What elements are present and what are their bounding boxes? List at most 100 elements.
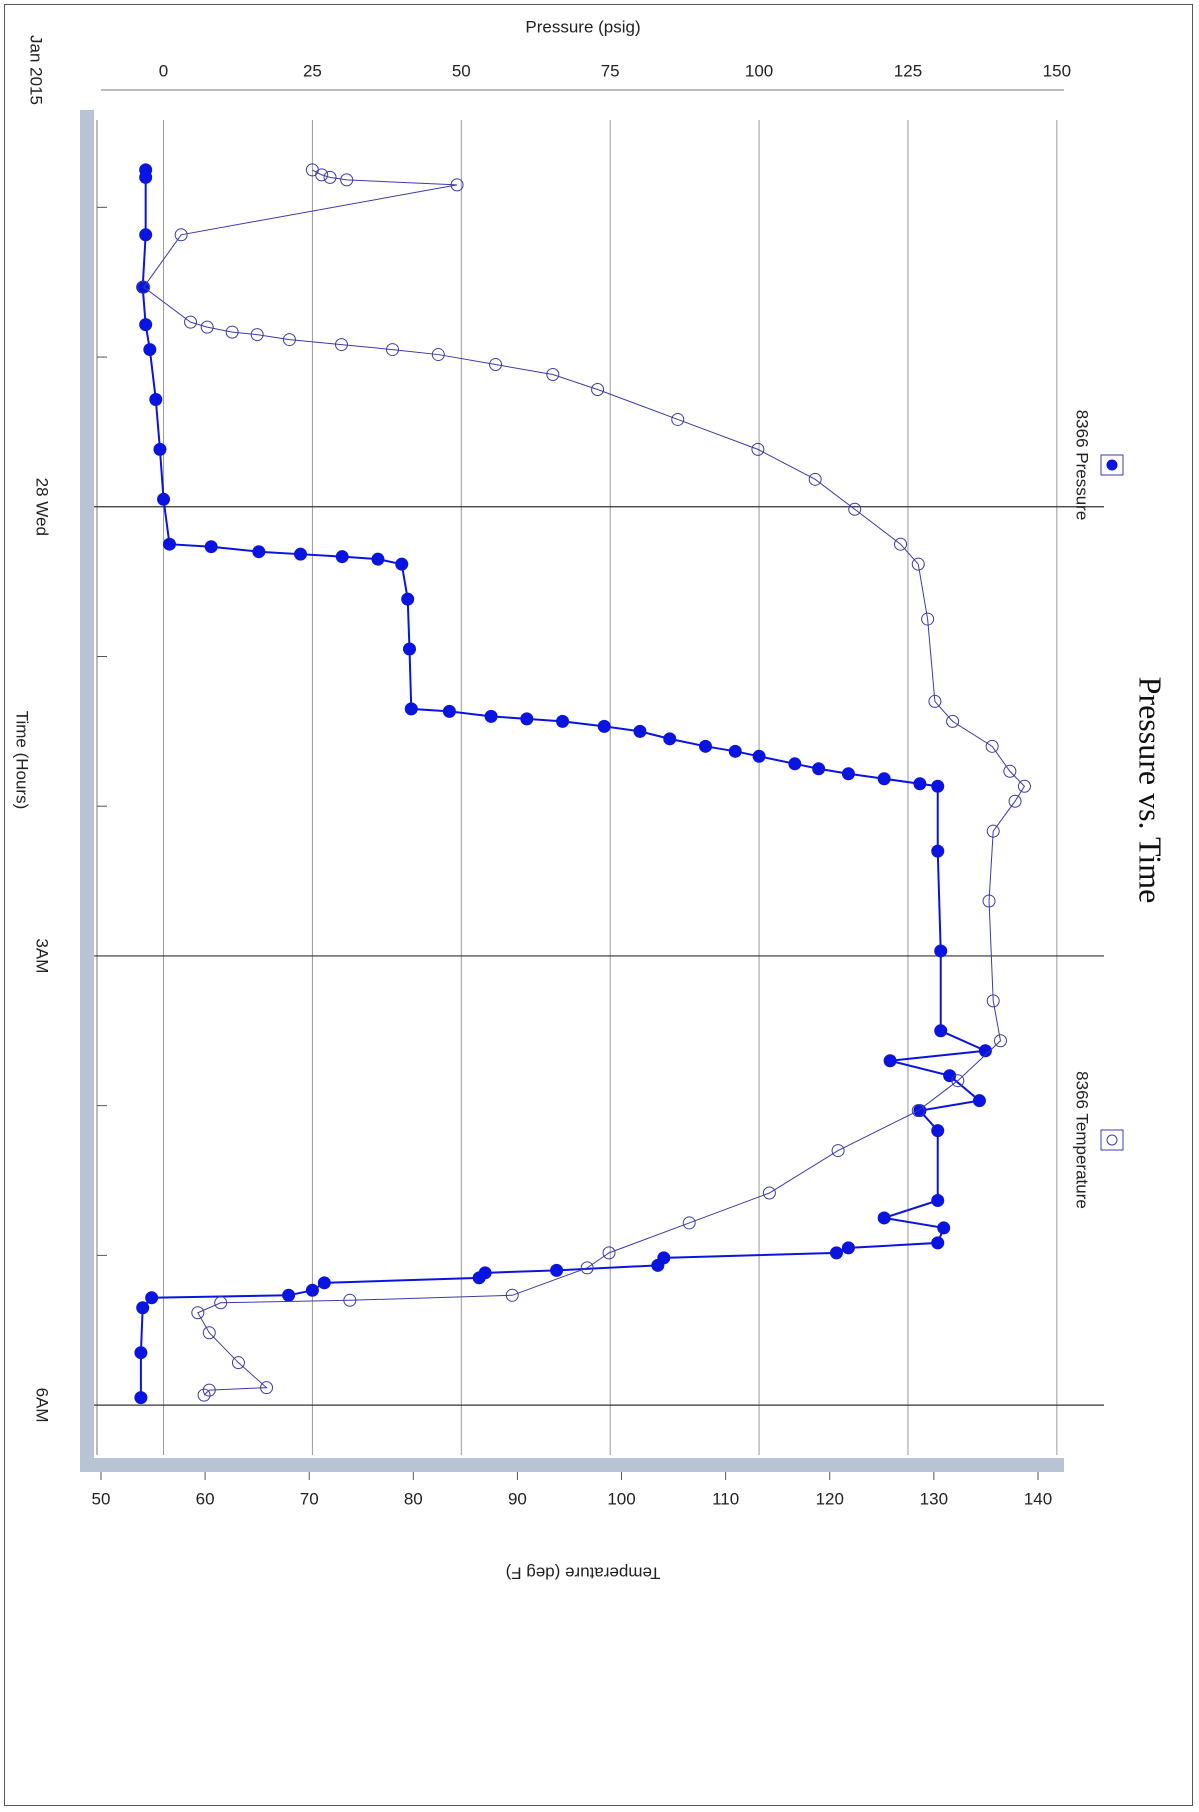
data-point [812,762,826,776]
data-point [386,343,400,357]
data-point [214,1296,228,1310]
data-point [883,1054,897,1068]
data-point [305,1283,319,1297]
data-point [282,1288,296,1302]
data-point [841,1241,855,1255]
data-point [546,368,560,382]
data-point [139,170,153,184]
legend-label: 8366 Pressure [1073,410,1092,521]
legend-marker [1106,1134,1118,1146]
data-point [931,1236,945,1250]
data-point [663,732,677,746]
data-point [134,1391,148,1405]
data-point [139,318,153,332]
series-line [142,169,1026,1396]
data-point [335,550,349,564]
x-tick-label: 6AM [33,1388,52,1423]
data-point [830,1246,844,1260]
data-point [225,325,239,339]
series-line [139,169,990,1398]
date-label: Jan 2015 [27,35,46,105]
legend-label: 8366 Temperature [1073,1071,1092,1209]
data-point [698,739,712,753]
data-point [505,1288,519,1302]
data-point [911,1104,925,1118]
data-point [931,1124,945,1138]
data-point [788,757,802,771]
legend-marker [1106,459,1118,471]
data-point [985,739,999,753]
data-point [986,994,1000,1008]
data-point [921,612,935,626]
data-point [1008,794,1022,808]
chart-title: Pressure vs. Time [1133,677,1169,904]
data-point [633,724,647,738]
data-point [751,442,765,456]
y2-tick-label: 120 [816,1489,844,1508]
x-tick-label: 3AM [33,938,52,973]
data-point [157,492,171,506]
data-point [200,320,214,334]
data-point [934,1024,948,1038]
y2-axis-bar [80,1458,1064,1472]
data-point [395,557,409,571]
data-point [913,777,927,791]
data-point [149,392,163,406]
data-point [651,1258,665,1272]
data-point [145,1291,159,1305]
data-point [174,228,188,242]
data-point [841,767,855,781]
data-point [728,744,742,758]
y2-axis-title: Temperature (deg F) [506,1564,661,1583]
data-point [202,1326,216,1340]
data-point [162,537,176,551]
data-point [315,168,329,182]
data-point [937,1221,951,1235]
data-point [597,719,611,733]
data-point [602,1246,616,1260]
data-point [1017,779,1031,793]
data-point [877,772,891,786]
data-point [191,1306,205,1320]
y2-tick-label: 60 [196,1489,215,1508]
data-point [808,472,822,486]
data-point [343,1293,357,1307]
data-point [402,642,416,656]
data-point [682,1216,696,1230]
data-point [550,1263,564,1277]
data-point [894,537,908,551]
y2-tick-label: 70 [300,1489,319,1508]
data-point [978,1044,992,1058]
data-point [260,1381,274,1395]
y2-tick-label: 130 [920,1489,948,1508]
data-point [931,844,945,858]
data-point [317,1276,331,1290]
y2-tick-label: 140 [1024,1489,1052,1508]
data-point [931,1193,945,1207]
legend-box [1100,1129,1124,1151]
data-point [334,338,348,352]
data-point [404,702,418,716]
y-tick-label: 100 [745,61,773,80]
data-point [143,343,157,357]
data-point [282,333,296,347]
data-point [431,348,445,362]
data-point [752,749,766,763]
data-point [136,1301,150,1315]
data-point [946,714,960,728]
data-point [197,1388,211,1402]
data-point [250,328,264,342]
data-point [484,709,498,723]
frame [4,4,1193,1806]
y2-tick-label: 50 [92,1489,111,1508]
data-point [934,944,948,958]
data-point [848,502,862,516]
y-axis-title: Pressure (psig) [525,17,640,36]
data-point [928,694,942,708]
data-point [202,1383,216,1397]
data-point [993,1034,1007,1048]
data-point [877,1211,891,1225]
data-point [204,540,218,554]
y-tick-label: 150 [1043,61,1071,80]
data-point [371,552,385,566]
